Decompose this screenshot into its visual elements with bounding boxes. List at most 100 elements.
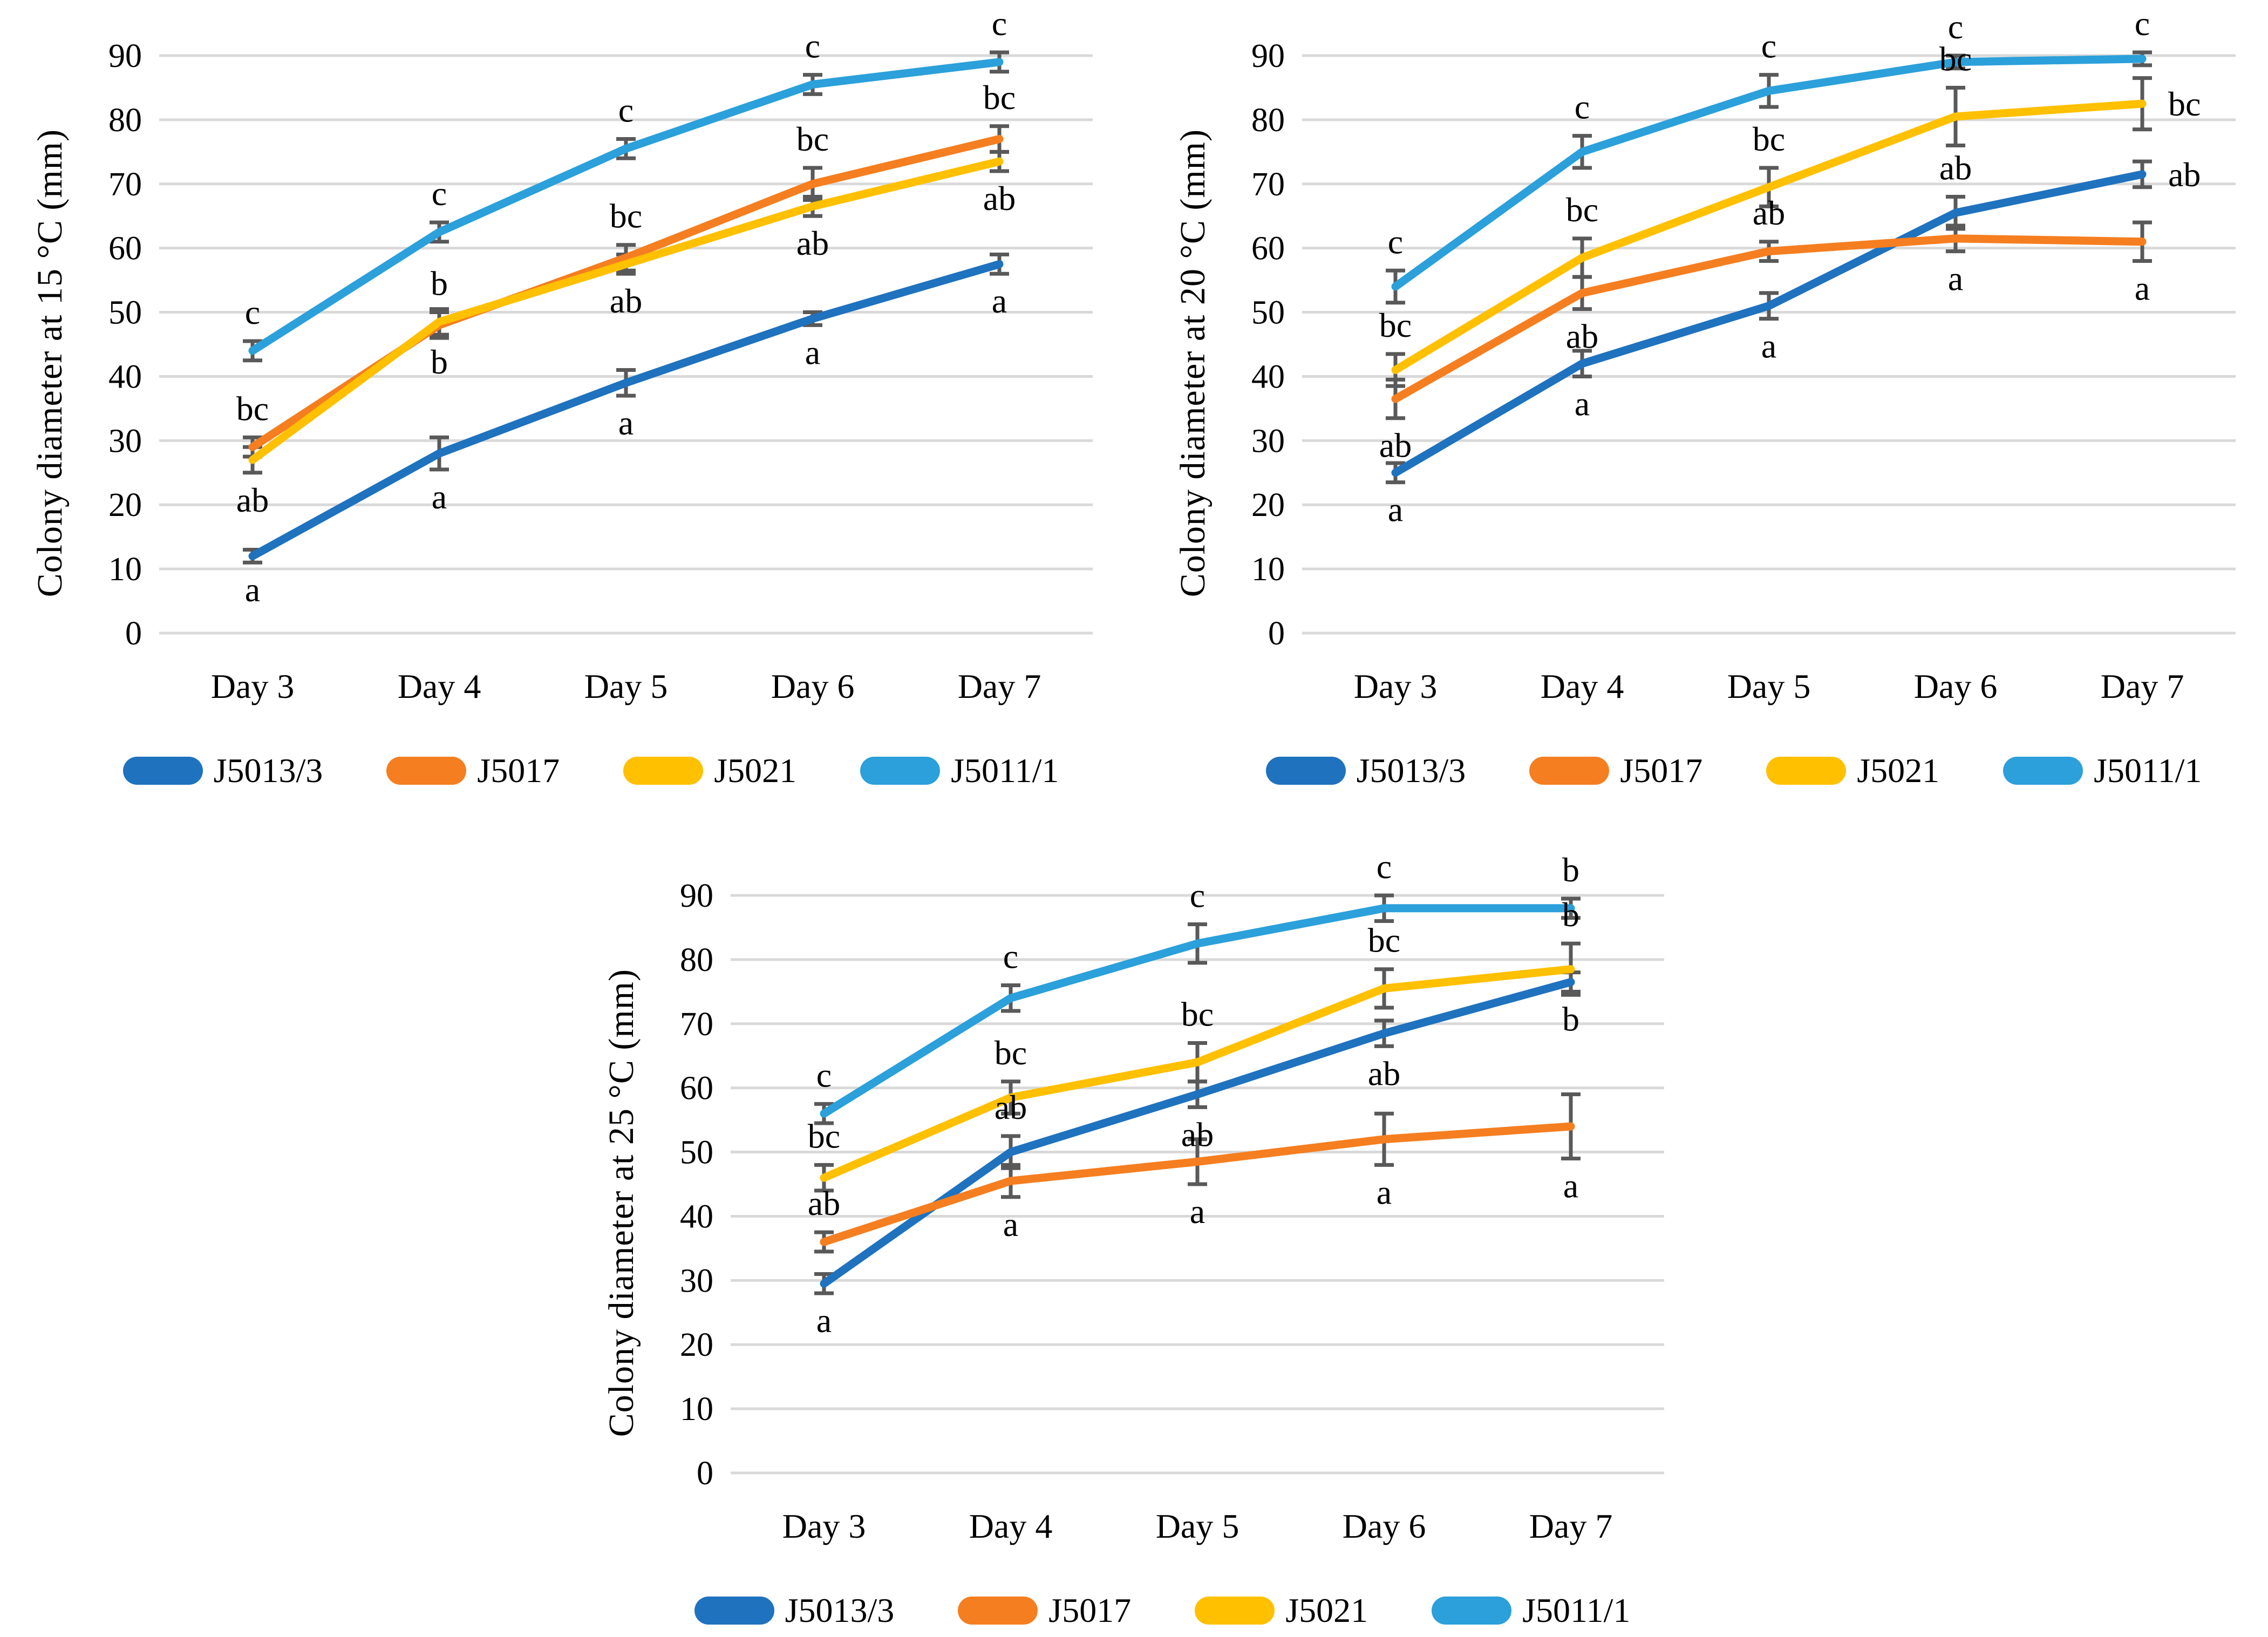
sig-letter: ab <box>1753 194 1785 232</box>
y-tick-label: 30 <box>1251 423 1285 459</box>
series-line-J5011/1 <box>820 904 1575 1118</box>
legend-label: J5021 <box>1285 1591 1368 1629</box>
sig-letter: c <box>1575 88 1590 126</box>
x-tick-label: Day 3 <box>782 1507 866 1545</box>
x-tick-label: Day 6 <box>1914 667 1998 705</box>
y-tick-label: 50 <box>108 295 142 331</box>
y-axis-title: Colony diameter at 25 °C (mm) <box>601 969 641 1437</box>
chart-15c-ylabel-col: Colony diameter at 15 °C (mm) <box>22 4 78 722</box>
y-tick-label: 20 <box>1251 487 1285 524</box>
sig-letter: a <box>1761 327 1776 365</box>
y-tick-label: 0 <box>1268 615 1285 652</box>
chart-20c-plot-col: 0 10 20 30 40 50 60 70 80 90 Day 3 Day 4 Day 5 Day 6 D… <box>1221 4 2246 788</box>
y-tick-label: 10 <box>108 551 142 588</box>
sig-letter: a <box>1377 1173 1392 1211</box>
sig-letter: bc <box>983 78 1016 117</box>
sig-letter: ab <box>1939 149 1972 187</box>
x-tick-label: Day 3 <box>211 667 295 705</box>
chart-20c: Colony diameter at 20 °C (mm) 0 10 20 30 40 5… <box>1164 4 2246 788</box>
sig-letter: bc <box>808 1117 840 1155</box>
sig-letter: a <box>1563 1166 1578 1205</box>
legend-label: J5021 <box>714 751 797 790</box>
sig-letter: a <box>2135 269 2150 307</box>
sig-letter: c <box>2135 4 2150 43</box>
chart-25c: Colony diameter at 25 °C (mm) 0 10 20 30 40 5… <box>593 844 1675 1628</box>
sig-letter: c <box>1003 937 1018 975</box>
sig-letter: c <box>1761 27 1776 65</box>
y-axis-title: Colony diameter at 15 °C (mm) <box>30 129 70 597</box>
sig-letter: c <box>1388 222 1403 261</box>
legend-color-swatch <box>958 1597 1038 1625</box>
legend-color-swatch <box>860 757 941 785</box>
sig-letter: ab <box>1379 426 1412 465</box>
y-tick-label: 30 <box>680 1262 713 1299</box>
chart-15c-legend: J5013/3 J5017 J5021 J5011/1 <box>78 753 1104 788</box>
sig-letter: b <box>1562 895 1579 934</box>
sig-letter: a <box>816 1301 832 1340</box>
legend-color-swatch <box>122 757 203 785</box>
legend-color-swatch <box>2003 757 2083 785</box>
bottom-chart-row: Colony diameter at 25 °C (mm) 0 10 20 30 40 5… <box>0 844 2268 1628</box>
sig-letter: ab <box>1181 1115 1214 1153</box>
sig-letter: b <box>1562 1000 1579 1038</box>
sig-letter: bc <box>1566 191 1598 229</box>
legend-label: J5011/1 <box>2094 751 2202 790</box>
sig-letter: a <box>1948 260 1963 298</box>
y-tick-label: 80 <box>1251 102 1285 139</box>
legend-item: J5011/1 <box>860 753 1059 788</box>
y-tick-label: 80 <box>108 102 142 139</box>
chart-25c-plot: 0 10 20 30 40 50 60 70 80 90 Day 3 Day 4 Day 5 Day 6 D… <box>680 847 1664 1545</box>
sig-letter: a <box>245 570 260 609</box>
legend-label: J5013/3 <box>213 751 323 790</box>
y-tick-label: 90 <box>108 38 142 74</box>
y-tick-label: 50 <box>680 1135 713 1171</box>
series-line-J5013/3 <box>248 260 1004 560</box>
sig-letter: c <box>805 27 820 65</box>
chart-20c-plot: 0 10 20 30 40 50 60 70 80 90 Day 3 Day 4 Day 5 Day 6 D… <box>1251 4 2236 705</box>
y-tick-label: 20 <box>680 1327 713 1363</box>
x-tick-label: Day 4 <box>969 1507 1053 1545</box>
sig-letter: ab <box>995 1088 1027 1126</box>
legend-label: J5017 <box>1048 1591 1132 1629</box>
sig-letter: bc <box>1379 306 1412 344</box>
sig-letter: ab <box>236 481 269 519</box>
chart-25c-plot-col: 0 10 20 30 40 50 60 70 80 90 Day 3 Day 4 Day 5 Day 6 D… <box>650 844 1675 1628</box>
sig-letter: a <box>1575 384 1590 423</box>
legend-color-swatch <box>1195 1597 1275 1625</box>
legend-label: J5011/1 <box>951 751 1059 790</box>
legend-label: J5017 <box>477 751 560 790</box>
sig-letter: bc <box>236 389 269 427</box>
y-tick-label: 70 <box>680 1006 713 1043</box>
legend-item: J5021 <box>623 753 796 788</box>
legend-label: J5013/3 <box>1356 751 1466 790</box>
legend-item: J5013/3 <box>1265 751 1466 790</box>
sig-letter: a <box>992 282 1007 320</box>
series-line-J5021 <box>1391 99 2147 375</box>
sig-letter: b <box>1562 851 1579 889</box>
y-tick-label: 10 <box>1251 551 1285 588</box>
chart-25c-legend: J5013/3 J5017 J5021 J5011/1 <box>650 1593 1675 1628</box>
sig-letter: a <box>1388 491 1403 529</box>
chart-20c-legend: J5013/3 J5017 J5021 J5011/1 <box>1221 753 2246 788</box>
legend-item: J5021 <box>1195 1593 1368 1628</box>
y-tick-label: 20 <box>108 487 142 524</box>
chart-15c-plot: 0 10 20 30 40 50 60 70 80 90 Day 3 Day 4 Day 5 Day 6 D… <box>108 4 1093 705</box>
legend-color-swatch <box>623 757 704 785</box>
chart-15c-plot-col: 0 10 20 30 40 50 60 70 80 90 Day 3 Day 4 Day 5 Day 6 D… <box>78 4 1104 788</box>
y-tick-label: 90 <box>680 878 713 914</box>
sig-letter: a <box>618 404 634 442</box>
x-tick-label: Day 6 <box>1343 1507 1426 1545</box>
sig-letter: c <box>1190 877 1205 915</box>
series-line-J5011/1 <box>1391 55 2147 291</box>
sig-letter: c <box>1377 847 1392 886</box>
series-line-J5017 <box>820 1122 1575 1246</box>
sig-letter: ab <box>983 179 1016 218</box>
y-tick-label: 40 <box>680 1198 713 1235</box>
y-tick-label: 0 <box>125 615 142 652</box>
sig-letter: c <box>432 174 447 213</box>
x-tick-label: Day 7 <box>1529 1507 1613 1545</box>
x-tick-label: Day 5 <box>584 667 668 705</box>
legend-color-swatch <box>1265 757 1346 785</box>
legend-item: J5017 <box>1529 753 1702 788</box>
